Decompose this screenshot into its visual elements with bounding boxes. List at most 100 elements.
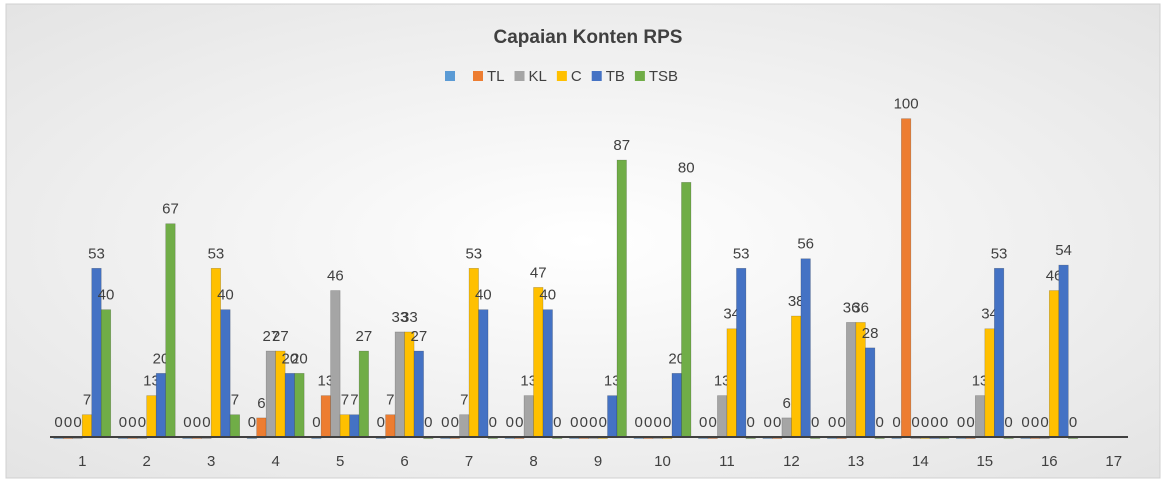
legend-label: KL	[529, 68, 547, 85]
bar	[901, 118, 912, 438]
bar	[385, 414, 396, 438]
data-label: 0	[966, 414, 974, 431]
chart-area	[5, 3, 1161, 479]
bar	[413, 350, 424, 438]
data-label: 0	[193, 414, 201, 431]
data-label: 36	[852, 299, 869, 316]
bar	[523, 395, 534, 438]
bar	[542, 309, 553, 438]
x-tick-label: 17	[1105, 453, 1122, 470]
data-label: 0	[930, 414, 938, 431]
data-label: 100	[894, 96, 919, 113]
data-label: 53	[465, 245, 482, 262]
bar	[726, 328, 737, 438]
data-label: 0	[128, 414, 136, 431]
legend-label: TSB	[649, 68, 678, 85]
bar	[736, 267, 747, 438]
data-label: 0	[699, 414, 707, 431]
data-label: 0	[763, 414, 771, 431]
legend-marker	[473, 71, 483, 81]
data-label: 0	[1040, 414, 1048, 431]
bar	[800, 258, 811, 438]
data-label: 7	[341, 392, 349, 409]
data-label: 0	[441, 414, 449, 431]
x-tick-label: 9	[594, 453, 602, 470]
data-label: 0	[119, 414, 127, 431]
data-label: 27	[263, 328, 280, 345]
data-label: 0	[747, 414, 755, 431]
data-label: 0	[837, 414, 845, 431]
data-label: 20	[153, 350, 170, 367]
data-label: 13	[972, 373, 989, 390]
data-label: 7	[350, 392, 358, 409]
legend-label: TB	[606, 68, 625, 85]
x-tick-label: 15	[976, 453, 993, 470]
bar	[616, 159, 627, 438]
data-label: 33	[391, 309, 408, 326]
data-label: 53	[208, 245, 225, 262]
bar	[846, 322, 857, 438]
data-label: 34	[723, 306, 740, 323]
legend-marker	[591, 71, 602, 81]
data-label: 40	[475, 287, 492, 304]
data-label: 0	[599, 414, 607, 431]
data-label: 0	[64, 414, 72, 431]
data-label: 6	[257, 395, 265, 412]
x-tick-label: 1	[78, 453, 86, 470]
bar	[984, 328, 995, 438]
bar	[229, 414, 240, 438]
data-label: 33	[401, 309, 418, 326]
bar	[717, 395, 728, 438]
data-label: 0	[580, 414, 588, 431]
data-label: 0	[921, 414, 929, 431]
bar	[265, 350, 276, 438]
data-label: 13	[520, 373, 537, 390]
bar	[81, 414, 93, 438]
bar	[533, 287, 544, 438]
data-label: 38	[788, 293, 805, 310]
bar	[781, 417, 792, 438]
data-label: 0	[506, 414, 514, 431]
data-label: 67	[162, 201, 179, 218]
data-label: 80	[678, 159, 695, 176]
chart-title: Capaian Konten RPS	[494, 27, 683, 48]
data-label: 0	[1004, 414, 1012, 431]
bar	[339, 414, 350, 438]
data-label: 7	[460, 392, 468, 409]
data-label: 13	[143, 373, 160, 390]
data-label: 56	[797, 236, 814, 253]
data-label: 87	[613, 137, 630, 154]
data-label: 0	[553, 414, 561, 431]
bar	[404, 331, 415, 438]
data-label: 20	[282, 350, 299, 367]
data-label: 20	[291, 350, 308, 367]
x-tick-label: 4	[271, 453, 279, 470]
legend-label: C	[571, 68, 582, 85]
data-label: 0	[377, 414, 385, 431]
data-label: 54	[1055, 242, 1072, 259]
data-label: 47	[530, 264, 547, 281]
bar	[100, 309, 112, 438]
data-label: 27	[356, 328, 373, 345]
data-label: 0	[773, 414, 781, 431]
data-label: 0	[654, 414, 662, 431]
data-label: 0	[709, 414, 717, 431]
bar	[394, 331, 405, 438]
data-label: 40	[98, 287, 115, 304]
data-label: 28	[862, 325, 879, 342]
bar	[146, 395, 157, 438]
data-label: 0	[635, 414, 643, 431]
legend-marker	[634, 71, 645, 81]
data-label: 0	[202, 414, 210, 431]
data-label: 53	[733, 245, 750, 262]
x-tick-label: 12	[783, 453, 800, 470]
data-label: 0	[451, 414, 459, 431]
data-label: 53	[88, 245, 105, 262]
legend-marker	[445, 71, 455, 81]
data-label: 0	[875, 414, 883, 431]
data-label: 40	[217, 287, 234, 304]
x-tick-label: 2	[143, 453, 151, 470]
x-tick-label: 10	[654, 453, 671, 470]
bar	[358, 350, 369, 438]
